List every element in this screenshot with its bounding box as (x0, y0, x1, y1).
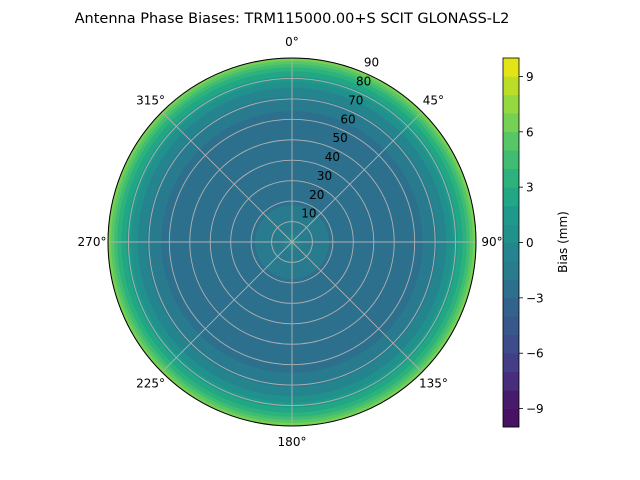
radial-tick-label: 60 (340, 112, 355, 126)
polar-axes: 0° 45° 90° 135° 180° 225° 270° 315° 10 20 30 40 50 60… (78, 35, 503, 449)
colorbar-level (503, 131, 519, 151)
colorbar-tick-label: 9 (526, 70, 534, 84)
radial-tick-label: 20 (309, 188, 324, 202)
colorbar-level (503, 224, 519, 243)
chart-title: Antenna Phase Biases: TRM115000.00+S SCI… (75, 11, 510, 27)
angle-tick-label: 45° (423, 94, 444, 108)
colorbar-level (503, 150, 519, 169)
colorbar-level (503, 408, 519, 428)
radial-tick-label: 40 (325, 150, 340, 164)
polar-frame (107, 57, 477, 427)
colorbar-level (503, 113, 519, 133)
angle-tick-label: 90° (481, 235, 502, 249)
angle-tick-label: 135° (419, 376, 448, 390)
colorbar-level (503, 168, 519, 188)
colorbar-label: Bias (mm) (556, 211, 570, 273)
radial-tick-label: 80 (356, 75, 371, 89)
colorbar-level (503, 94, 519, 114)
colorbar: −9 −6 −3 0 3 6 9 (502, 57, 544, 428)
radial-tick-label: 70 (348, 93, 363, 107)
radial-tick-label: 30 (317, 169, 332, 183)
colorbar-tick-label: 6 (526, 125, 534, 139)
colorbar-level (503, 205, 519, 225)
colorbar-level (503, 371, 519, 391)
colorbar-level (503, 279, 519, 299)
colorbar-tick-label: 3 (526, 181, 534, 195)
angle-tick-label: 0° (285, 35, 299, 49)
colorbar-level (503, 390, 519, 409)
colorbar-level (503, 297, 519, 317)
angular-gridline (291, 111, 423, 243)
colorbar-tick-label: −9 (526, 402, 544, 416)
colorbar-tick-label: 0 (526, 236, 534, 250)
colorbar-level (503, 187, 519, 206)
angular-gridline (291, 241, 423, 373)
colorbar-level (503, 260, 519, 280)
angle-tick-label: 315° (136, 94, 165, 108)
radial-tick-label: 90 (364, 56, 379, 70)
colorbar-tick-label: −3 (526, 291, 544, 305)
colorbar-level (503, 76, 519, 96)
colorbar-level (503, 353, 519, 372)
colorbar-tick-label: −6 (526, 347, 544, 361)
colorbar-level (503, 58, 519, 77)
angular-gridline (161, 241, 293, 373)
angular-gridline (161, 111, 293, 243)
colorbar-level (503, 334, 519, 354)
angle-tick-label: 180° (278, 435, 307, 449)
colorbar-level (503, 242, 519, 262)
angle-tick-label: 270° (78, 235, 107, 249)
colorbar-level (503, 316, 519, 336)
radial-tick-label: 50 (333, 131, 348, 145)
radial-tick-label: 10 (301, 207, 316, 221)
angle-tick-label: 225° (136, 376, 165, 390)
